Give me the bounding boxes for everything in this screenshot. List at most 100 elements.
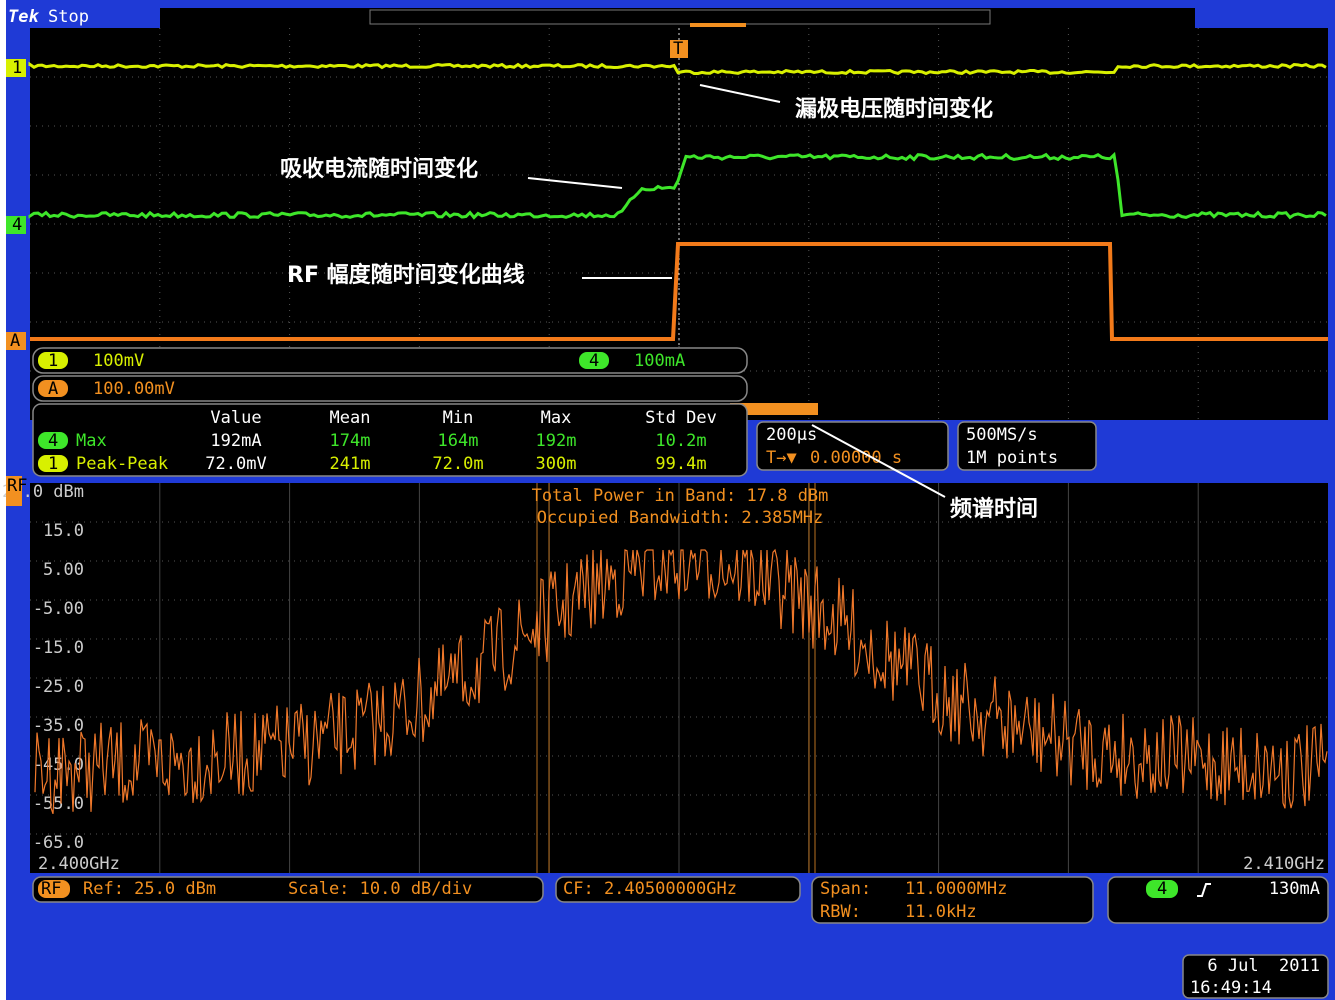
badge-label: 4: [1157, 879, 1167, 899]
x-end: 2.410GHz: [1243, 854, 1325, 874]
column-header: Std Dev: [645, 408, 717, 428]
row-name: Max: [76, 431, 107, 451]
edge-icon: [1197, 883, 1211, 897]
cell: 241m: [330, 454, 371, 474]
status: Stop: [48, 7, 89, 27]
badge: [38, 352, 68, 369]
arrow: [811, 424, 946, 498]
badge: [38, 380, 68, 397]
brand: Tek: [8, 7, 39, 27]
rf-marker: [6, 476, 22, 506]
annotation: RF 幅度随时间变化曲线: [287, 262, 525, 288]
cell: 99.4m: [655, 454, 706, 474]
cell: 72.0mV: [205, 454, 266, 474]
spectrum-time-marker: [730, 403, 818, 415]
ch4-trace: [28, 151, 1327, 220]
cell: 72.0m: [432, 454, 483, 474]
scale-bar: [32, 375, 748, 402]
badge-label: 4: [589, 351, 599, 371]
annotation: 频谱时间: [950, 496, 1038, 522]
ch1-scale: 100mV: [93, 351, 144, 371]
badge-label: RF: [41, 879, 61, 899]
record-length: 1M points: [966, 448, 1058, 468]
y-tick-label: -5.00: [33, 599, 84, 619]
acquisition-box: [957, 421, 1097, 471]
x-start: 2.400GHz: [38, 854, 120, 874]
top-bar: [160, 8, 1195, 28]
cell: 192mA: [210, 431, 261, 451]
row-name: Peak-Peak: [76, 454, 168, 474]
cell: 192m: [536, 431, 577, 451]
time: 16:49:14: [1190, 978, 1272, 998]
cell: 300m: [536, 454, 577, 474]
ch1-marker-label: 1: [12, 58, 22, 78]
ch4-scale: 100mA: [634, 351, 685, 371]
cf-box: [555, 876, 801, 903]
y-tick-label: -15.0: [33, 638, 84, 658]
ch1-marker: [6, 59, 26, 77]
date-box: [1182, 954, 1329, 999]
rbw-label: RBW:: [820, 902, 861, 922]
rbw: 11.0kHz: [905, 902, 977, 922]
ch4-marker-label: 4: [12, 215, 22, 235]
ref-marker-label: A: [10, 331, 20, 351]
span: 11.0000MHz: [905, 879, 1007, 899]
ref-marker: [6, 332, 26, 350]
spectrum-readout: Occupied Bandwidth: 2.385MHz: [537, 508, 824, 528]
annotation: 吸收电流随时间变化: [280, 156, 478, 182]
arrow: [527, 177, 623, 189]
scale-bar: [32, 347, 748, 374]
arrow: [699, 84, 781, 103]
ch1-trace: [28, 61, 1327, 76]
ch4-marker: [6, 216, 26, 234]
ref-scale: 100.00mV: [93, 379, 175, 399]
badge: [38, 455, 68, 472]
annotation: 漏极电压随时间变化: [795, 96, 993, 122]
span-box: [811, 876, 1094, 924]
badge-label: 1: [48, 351, 58, 371]
measurements: Value Mean Min Max Std Dev 4 Max 192mA 174m 164m 1…: [38, 408, 717, 474]
badge: [38, 880, 70, 898]
badge-label: 1: [48, 454, 58, 474]
trigger-position-icon: T→▼: [766, 448, 797, 468]
record-view: [369, 9, 991, 25]
record-window: [690, 23, 746, 27]
y-tick-label: 5.00: [43, 560, 84, 580]
span-label: Span:: [820, 879, 871, 899]
trigger-level: 130mA: [1269, 879, 1320, 899]
ref-box: [32, 876, 544, 903]
spectrum-trace: [34, 548, 1328, 814]
y-tick-label: 25.0 dBm: [2, 482, 84, 502]
spectrum-readout: Total Power in Band: 17.8 dBm: [532, 486, 829, 506]
scale: Scale: 10.0 dB/div: [288, 879, 472, 899]
cell: 174m: [330, 431, 371, 451]
badge: [1146, 880, 1178, 898]
timebase-position: 0.00000 s: [810, 448, 902, 468]
date: 6 Jul 2011: [1207, 956, 1320, 976]
y-tick-label: 15.0: [43, 521, 84, 541]
trigger-marker: [670, 40, 688, 58]
y-tick-label: -25.0: [33, 677, 84, 697]
y-tick-label: -35.0: [33, 716, 84, 736]
rf-amplitude-trace: [30, 242, 1328, 341]
cell: 10.2m: [655, 431, 706, 451]
measurement-table: [32, 403, 748, 477]
rf-marker-label: RF: [7, 476, 27, 496]
timebase-scale: 200µs: [766, 425, 817, 445]
badge-label: 4: [48, 431, 58, 451]
column-header: Min: [443, 408, 474, 428]
y-tick-label: -55.0: [33, 794, 84, 814]
column-header: Max: [541, 408, 572, 428]
badge-label: A: [48, 379, 58, 399]
badge: [38, 432, 68, 449]
cell: 164m: [438, 431, 479, 451]
ref-level: Ref: 25.0 dBm: [83, 879, 216, 899]
y-tick-label: -65.0: [33, 833, 84, 853]
badge: [579, 352, 609, 369]
sample-rate: 500MS/s: [966, 425, 1038, 445]
column-header: Mean: [330, 408, 371, 428]
column-header: Value: [210, 408, 261, 428]
center-frequency: CF: 2.40500000GHz: [563, 879, 737, 899]
trigger-marker-label: T: [673, 39, 683, 59]
